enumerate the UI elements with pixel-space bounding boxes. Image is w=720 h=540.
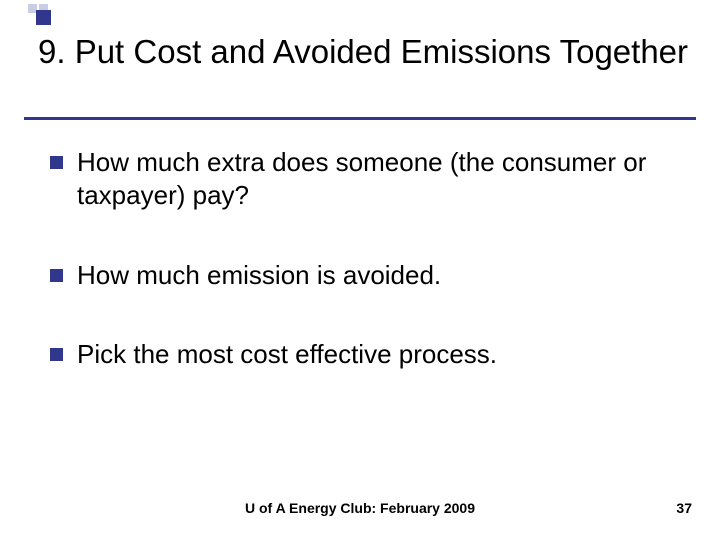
bullet-item: Pick the most cost effective process. bbox=[50, 338, 670, 371]
bullet-list: How much extra does someone (the consume… bbox=[50, 146, 670, 409]
footer-text: U of A Energy Club: February 2009 bbox=[0, 500, 720, 516]
bullet-item: How much extra does someone (the consume… bbox=[50, 146, 670, 213]
bullet-text: Pick the most cost effective process. bbox=[77, 338, 497, 371]
bullet-item: How much emission is avoided. bbox=[50, 259, 670, 292]
bullet-text: How much extra does someone (the consume… bbox=[77, 146, 670, 213]
page-number: 37 bbox=[676, 500, 692, 516]
bullet-text: How much emission is avoided. bbox=[77, 259, 441, 292]
bullet-marker-icon bbox=[50, 156, 63, 169]
bullet-marker-icon bbox=[50, 348, 63, 361]
deco-square-big bbox=[36, 10, 51, 25]
bullet-marker-icon bbox=[50, 269, 63, 282]
title-underline bbox=[24, 117, 696, 120]
corner-decoration bbox=[0, 0, 140, 35]
slide-title: 9. Put Cost and Avoided Emissions Togeth… bbox=[38, 32, 688, 72]
